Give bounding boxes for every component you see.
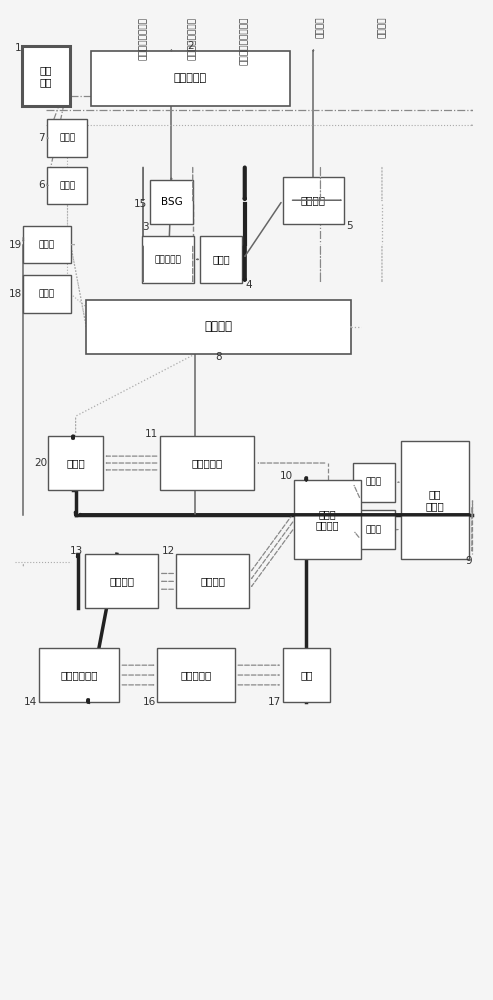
Text: 大循环冷却液流路: 大循环冷却液流路: [139, 17, 147, 60]
Text: 15: 15: [134, 199, 147, 209]
Text: 膨胀
水筱: 膨胀 水筱: [40, 65, 52, 87]
Text: 3: 3: [142, 222, 149, 232]
FancyBboxPatch shape: [47, 119, 87, 157]
FancyBboxPatch shape: [22, 46, 70, 106]
Text: 小循环冷却液流路: 小循环冷却液流路: [188, 17, 197, 60]
Text: 14: 14: [24, 697, 37, 707]
Text: 11: 11: [145, 429, 158, 439]
Text: 控制系统: 控制系统: [205, 320, 233, 333]
Text: 单向阀: 单向阀: [59, 134, 75, 143]
FancyBboxPatch shape: [401, 441, 469, 559]
FancyBboxPatch shape: [294, 480, 361, 559]
Text: 6: 6: [38, 180, 45, 190]
Text: 缸体水套: 缸体水套: [200, 576, 225, 586]
Text: 暖窗口: 暖窗口: [366, 478, 382, 487]
FancyBboxPatch shape: [91, 51, 290, 106]
Text: 5: 5: [347, 221, 353, 231]
Text: 8: 8: [215, 352, 222, 362]
FancyBboxPatch shape: [141, 236, 194, 283]
Text: 16: 16: [142, 697, 156, 707]
FancyBboxPatch shape: [86, 300, 351, 354]
Text: 18: 18: [9, 289, 22, 299]
FancyBboxPatch shape: [150, 180, 193, 224]
FancyBboxPatch shape: [48, 436, 103, 490]
FancyBboxPatch shape: [282, 648, 330, 702]
Text: 电子水泵: 电子水泵: [301, 195, 326, 205]
Text: 10: 10: [280, 471, 293, 481]
Text: 13: 13: [70, 546, 83, 556]
FancyBboxPatch shape: [160, 436, 254, 490]
Text: 补水管路: 补水管路: [316, 17, 325, 38]
Text: 节流阀: 节流阀: [59, 181, 75, 190]
FancyBboxPatch shape: [352, 510, 395, 549]
FancyBboxPatch shape: [282, 177, 344, 224]
Text: 开关式
机械水泵: 开关式 机械水泵: [316, 509, 339, 531]
FancyBboxPatch shape: [85, 554, 158, 608]
Text: 低温散热器: 低温散热器: [174, 73, 207, 83]
FancyBboxPatch shape: [200, 236, 243, 283]
Text: 延迟循环冷却液流路: 延迟循环冷却液流路: [240, 17, 249, 65]
Text: 暖风: 暖风: [300, 670, 313, 680]
Text: 19: 19: [9, 240, 22, 250]
FancyBboxPatch shape: [23, 226, 70, 263]
Text: 单向阀: 单向阀: [39, 289, 55, 298]
Text: 9: 9: [465, 556, 472, 566]
Text: 12: 12: [162, 546, 175, 556]
Text: 20: 20: [34, 458, 47, 468]
Text: 4: 4: [245, 280, 252, 290]
Text: BSG: BSG: [161, 197, 182, 207]
Text: 渦轮增压器: 渦轮增压器: [180, 670, 212, 680]
Text: 电子增压器: 电子增压器: [154, 255, 181, 264]
FancyBboxPatch shape: [352, 463, 395, 502]
Text: 排气管路: 排气管路: [378, 17, 387, 38]
Text: 出水口: 出水口: [66, 458, 85, 468]
Text: 2: 2: [187, 41, 194, 51]
Text: 1: 1: [15, 43, 22, 53]
Text: 中冷器: 中冷器: [212, 254, 230, 264]
FancyBboxPatch shape: [157, 648, 235, 702]
Text: 7: 7: [38, 133, 45, 143]
Text: 节流阀: 节流阀: [39, 240, 55, 249]
Text: 冷窗口: 冷窗口: [366, 525, 382, 534]
Text: 缸盖水套: 缸盖水套: [109, 576, 134, 586]
Text: 蒸发冷凝器: 蒸发冷凝器: [191, 458, 222, 468]
FancyBboxPatch shape: [176, 554, 249, 608]
Text: 17: 17: [268, 697, 281, 707]
FancyBboxPatch shape: [23, 275, 70, 313]
FancyBboxPatch shape: [47, 167, 87, 204]
Text: 电子
节温器: 电子 节温器: [426, 489, 445, 511]
Text: 电控辅助水泵: 电控辅助水泵: [61, 670, 98, 680]
FancyBboxPatch shape: [39, 648, 119, 702]
